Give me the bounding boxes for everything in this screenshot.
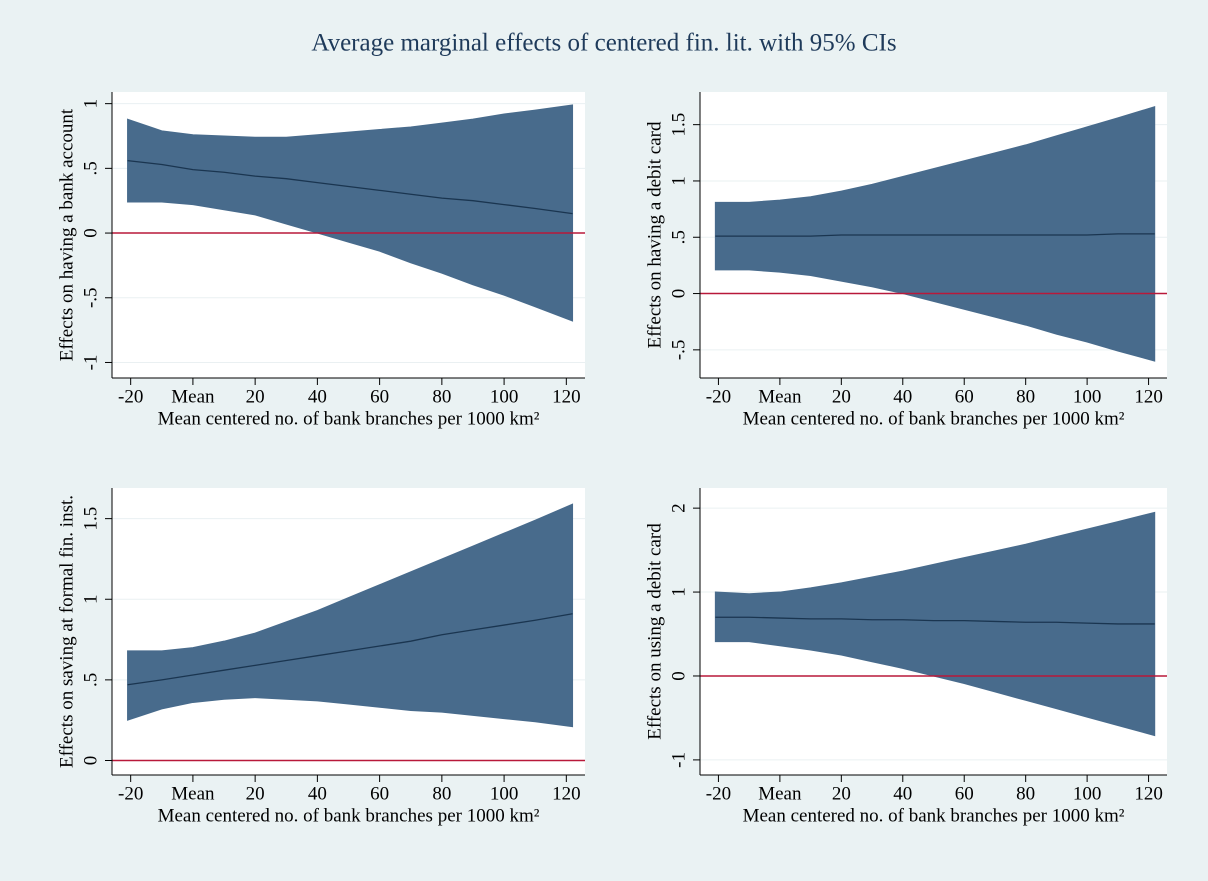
x-tick-label: 100 <box>1073 783 1102 804</box>
x-tick-label: 60 <box>955 386 974 407</box>
y-tick-label: -.5 <box>668 340 689 361</box>
y-tick-label: 1.5 <box>80 507 101 531</box>
y-axis-label: Effects on using a debit card <box>644 523 665 740</box>
x-tick-label: 80 <box>432 386 451 407</box>
chart-title: Average marginal effects of centered fin… <box>311 30 896 57</box>
y-tick-label: 0 <box>668 289 689 299</box>
y-tick-label: 0 <box>80 756 101 766</box>
x-tick-label: 120 <box>1134 783 1163 804</box>
y-tick-label: .5 <box>668 230 689 244</box>
x-tick-label: 120 <box>1134 386 1163 407</box>
x-tick-label: Mean <box>758 783 802 804</box>
x-axis-label: Mean centered no. of bank branches per 1… <box>158 805 540 826</box>
y-tick-label: -.5 <box>80 287 101 308</box>
x-tick-label: 120 <box>552 386 581 407</box>
x-tick-label: 60 <box>370 783 389 804</box>
x-tick-label: Mean <box>758 386 802 407</box>
x-axis-label: Mean centered no. of bank branches per 1… <box>743 408 1125 429</box>
x-tick-label: 100 <box>490 386 519 407</box>
x-axis-label: Mean centered no. of bank branches per 1… <box>743 805 1125 826</box>
y-tick-label: 1 <box>668 587 689 597</box>
x-tick-label: 80 <box>1016 386 1035 407</box>
estimate-line <box>127 613 573 686</box>
x-tick-label: 40 <box>308 386 327 407</box>
y-axis-label: Effects on having a bank account <box>56 108 77 361</box>
x-tick-label: 40 <box>893 386 912 407</box>
estimate-line <box>715 616 1155 625</box>
x-tick-label: 20 <box>246 783 265 804</box>
y-tick-label: 1 <box>80 595 101 605</box>
x-tick-label: Mean <box>171 783 215 804</box>
y-tick-label: .5 <box>80 673 101 687</box>
y-tick-label: -1 <box>668 752 689 768</box>
x-tick-label: 100 <box>1073 386 1102 407</box>
ci-band <box>714 511 1156 737</box>
y-tick-label: 1 <box>80 99 101 109</box>
x-tick-label: 60 <box>955 783 974 804</box>
x-tick-label: 100 <box>490 783 519 804</box>
x-tick-label: Mean <box>171 386 215 407</box>
x-tick-label: 40 <box>893 783 912 804</box>
x-tick-label: 20 <box>246 386 265 407</box>
x-tick-label: 40 <box>308 783 327 804</box>
x-tick-label: 20 <box>832 783 851 804</box>
x-tick-label: -20 <box>706 386 731 407</box>
estimate-line <box>127 159 573 215</box>
x-axis-label: Mean centered no. of bank branches per 1… <box>158 408 540 429</box>
x-tick-label: 80 <box>1016 783 1035 804</box>
x-tick-label: 80 <box>432 783 451 804</box>
y-tick-label: 1 <box>668 176 689 186</box>
y-axis-label: Effects on saving at formal fin. inst. <box>56 495 77 768</box>
ci-band <box>714 105 1156 362</box>
x-tick-label: -20 <box>706 783 731 804</box>
ci-band <box>127 104 574 322</box>
ci-band <box>127 503 574 728</box>
y-tick-label: 0 <box>668 671 689 681</box>
y-tick-label: -1 <box>80 355 101 371</box>
x-tick-label: -20 <box>118 783 143 804</box>
x-tick-label: 120 <box>552 783 581 804</box>
x-tick-label: 20 <box>832 386 851 407</box>
estimate-line <box>715 233 1155 237</box>
x-tick-label: 60 <box>370 386 389 407</box>
y-tick-label: .5 <box>80 161 101 175</box>
y-axis-label: Effects on having a debit card <box>644 121 665 349</box>
y-tick-label: 2 <box>668 503 689 513</box>
y-tick-label: 1.5 <box>668 113 689 137</box>
x-tick-label: -20 <box>118 386 143 407</box>
y-tick-label: 0 <box>80 228 101 238</box>
